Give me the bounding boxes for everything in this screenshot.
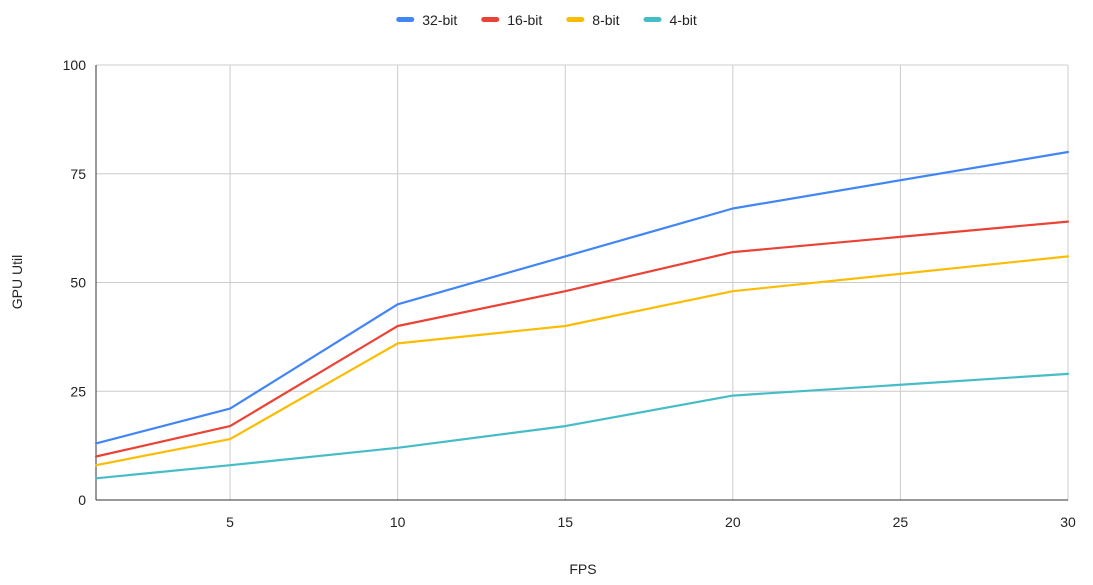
x-tick-label: 10 (390, 514, 406, 530)
legend: 32-bit 16-bit 8-bit 4-bit (396, 12, 697, 28)
y-axis-ticks: 0 25 50 75 100 (63, 57, 87, 508)
y-tick-label: 0 (78, 492, 86, 508)
gridlines (96, 64, 1069, 500)
legend-item-4-bit: 4-bit (643, 12, 697, 28)
x-axis-ticks: 5 10 15 20 25 30 (226, 514, 1076, 530)
legend-swatch (396, 17, 415, 22)
y-tick-label: 75 (70, 166, 86, 182)
series-lines (94, 150, 1070, 480)
legend-item-8-bit: 8-bit (566, 12, 620, 28)
legend-item-16-bit: 16-bit (481, 12, 542, 28)
legend-swatch (481, 17, 500, 22)
x-tick-label: 25 (893, 514, 909, 530)
legend-swatch (643, 17, 662, 22)
series-line-4-bit (94, 372, 1070, 480)
series-line-16-bit (94, 220, 1070, 458)
legend-item-32-bit: 32-bit (396, 12, 457, 28)
series-line-32-bit (94, 150, 1070, 445)
x-tick-label: 5 (226, 514, 234, 530)
y-axis-title: GPU Util (9, 255, 25, 309)
x-tick-label: 20 (725, 514, 741, 530)
series-line-8-bit (94, 255, 1070, 467)
legend-label: 32-bit (422, 12, 457, 28)
y-tick-label: 25 (70, 383, 86, 399)
y-tick-label: 100 (63, 57, 87, 73)
legend-swatch (566, 17, 585, 22)
x-axis-title: FPS (569, 561, 596, 577)
legend-label: 16-bit (507, 12, 542, 28)
legend-label: 8-bit (592, 12, 619, 28)
y-tick-label: 50 (70, 275, 86, 291)
x-tick-label: 15 (557, 514, 573, 530)
axes (95, 65, 1068, 501)
x-tick-label: 30 (1060, 514, 1076, 530)
legend-label: 4-bit (670, 12, 697, 28)
